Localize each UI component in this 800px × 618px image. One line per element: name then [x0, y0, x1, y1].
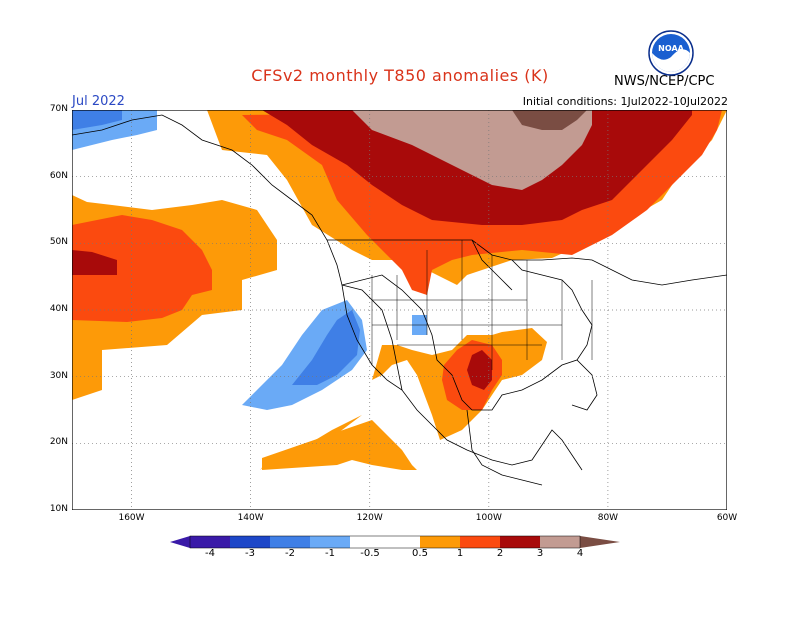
colorbar-arrow-high — [580, 536, 620, 548]
lon-label: 60W — [716, 513, 738, 523]
colorbar-label: 2 — [496, 548, 504, 559]
colorbar-swatch-pos1 — [460, 536, 500, 548]
colorbar-swatch-neg4 — [190, 536, 230, 548]
colorbar-label: 1 — [456, 548, 464, 559]
lat-label: 10N — [49, 504, 68, 514]
lat-label: 60N — [49, 170, 68, 181]
lat-label: 30N — [49, 370, 68, 381]
lat-label: 20N — [49, 437, 68, 448]
anomaly-shading-tan — [352, 110, 592, 190]
colorbar-label: -2 — [285, 548, 295, 559]
colorbar-swatch-neg1 — [310, 536, 350, 548]
noaa-logo-icon: NOAA — [648, 30, 694, 76]
colorbar-label: -3 — [245, 548, 255, 559]
lon-label: 160W — [118, 513, 145, 523]
anomaly-map — [72, 110, 727, 510]
state-borders — [371, 240, 593, 370]
forecast-month: Jul 2022 — [72, 94, 125, 109]
lat-label: 50N — [49, 237, 68, 248]
lat-label: 70N — [49, 104, 68, 114]
colorbar-swatch-pos2 — [500, 536, 540, 548]
logo-text: NOAA — [658, 44, 684, 53]
colorbar-label: 4 — [576, 548, 584, 559]
colorbar-label: -1 — [325, 548, 335, 559]
colorbar-swatch-neutral — [350, 536, 390, 548]
map-title: CFSv2 monthly T850 anomalies (K) — [251, 66, 549, 85]
colorbar-arrow-low — [170, 536, 190, 548]
colorbar-swatch-neg2 — [270, 536, 310, 548]
coastlines — [72, 114, 727, 486]
colorbar-swatch-neg3 — [230, 536, 270, 548]
anomaly-shading-brown — [512, 110, 587, 130]
graticule — [72, 110, 727, 510]
initial-conditions: Initial conditions: 1Jul2022-10Jul2022 — [522, 95, 728, 108]
colorbar-label: -0.5 — [360, 548, 380, 559]
colorbar-swatch-pos3 — [540, 536, 580, 548]
anomaly-shading-blue — [72, 110, 360, 385]
lon-label: 140W — [237, 513, 264, 523]
agency-label: NWS/NCEP/CPC — [614, 74, 715, 89]
lon-label: 80W — [597, 513, 619, 523]
colorbar-label: 0.5 — [412, 548, 428, 559]
lon-label: 100W — [475, 513, 502, 523]
colorbar — [170, 535, 620, 549]
colorbar-label: -4 — [205, 548, 215, 559]
lat-label: 40N — [49, 304, 68, 314]
lon-label: 120W — [356, 513, 383, 523]
colorbar-swatch-pos05 — [420, 536, 460, 548]
colorbar-label: 3 — [536, 548, 544, 559]
